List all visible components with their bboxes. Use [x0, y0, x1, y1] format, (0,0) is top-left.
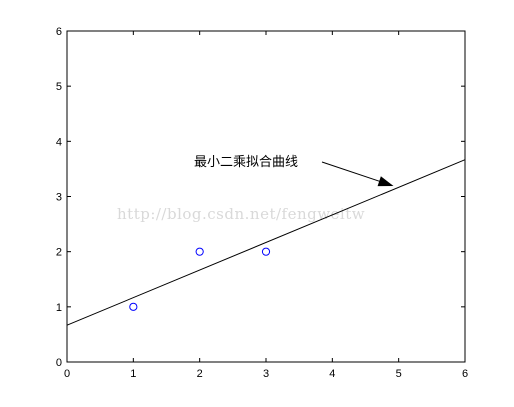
data-points-layer	[129, 247, 271, 311]
x-axis-ticks: 0 1 2 3 4 5 6	[64, 31, 468, 380]
axes-box	[66, 30, 466, 363]
annotation-layer: 最小二乘拟合曲线	[194, 155, 394, 187]
watermark-layer: http://blog.csdn.net/fengweitw	[117, 205, 365, 223]
annotation-label: 最小二乘拟合曲线	[194, 155, 298, 170]
data-point	[261, 247, 271, 256]
x-tick-label: 2	[197, 368, 203, 380]
y-tick-label: 0	[56, 357, 62, 369]
x-tick-label: 1	[130, 368, 136, 380]
x-tick-label: 3	[263, 368, 269, 380]
fit-line-layer	[66, 159, 466, 326]
x-tick-label: 5	[396, 368, 402, 380]
y-axis-ticks: 0 1 2 3 4 5 6	[56, 26, 465, 369]
x-tick-label: 6	[462, 368, 468, 380]
y-tick-label: 3	[56, 192, 62, 204]
plot-area	[66, 30, 466, 363]
y-tick-label: 6	[56, 26, 62, 38]
y-tick-label: 1	[56, 302, 62, 314]
watermark-text: http://blog.csdn.net/fengweitw	[117, 205, 365, 223]
y-tick-label: 2	[56, 247, 62, 259]
x-tick-label: 4	[329, 368, 335, 380]
data-point	[129, 302, 138, 311]
y-tick-label: 4	[56, 136, 62, 148]
x-tick-label: 0	[64, 368, 70, 380]
annotation-arrowhead	[377, 176, 394, 187]
y-tick-label: 5	[56, 81, 62, 93]
data-point	[195, 247, 204, 256]
fit-line	[66, 159, 466, 326]
